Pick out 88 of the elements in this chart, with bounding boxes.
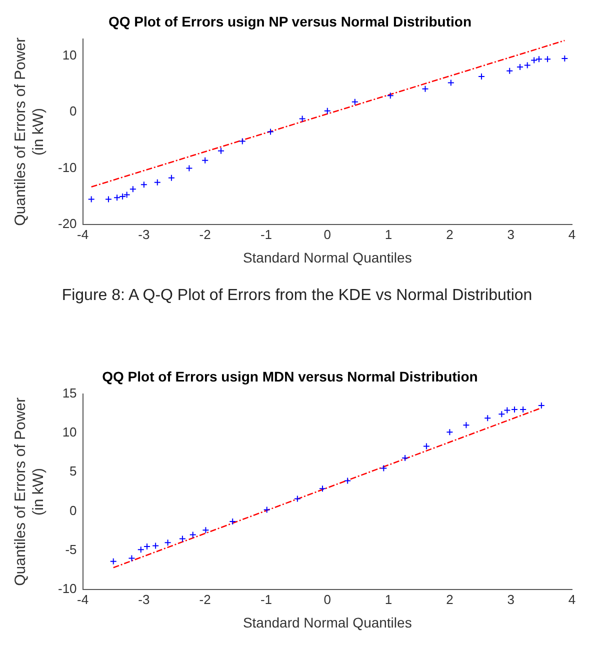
y-axis-title: Quantiles of Errors of Power (in kW) [12,37,48,226]
point [530,56,538,64]
point [144,543,150,550]
point [538,402,545,410]
x-tick-label: 2 [446,592,454,607]
x-axis-title: Standard Normal Quantiles [242,614,412,630]
point [504,406,511,414]
point [319,485,326,492]
x-tick-label: -4 [77,226,89,242]
point [129,186,136,193]
point [152,542,160,550]
x-tick-label: 0 [324,592,332,607]
point [351,98,358,106]
point [137,546,144,554]
point [324,107,331,114]
point [104,196,112,203]
point [447,79,454,86]
point [267,128,274,136]
point [263,506,270,514]
point [561,55,568,62]
point [516,63,524,70]
y-tick-label: -10 [58,581,77,596]
y-axis-title: Quantiles of Errors of Power (in kW) [12,397,48,586]
point [506,67,514,74]
point [229,518,236,525]
point [422,85,429,92]
point [422,442,430,450]
point [189,531,196,538]
x-tick-label: -1 [260,592,272,607]
point [186,164,193,172]
point [544,56,552,63]
x-tick-label: -2 [199,592,211,607]
point [88,196,95,203]
point [511,406,518,413]
x-tick-label: -4 [77,592,89,607]
point [478,73,485,80]
x-tick-label: 2 [446,226,454,242]
chart-title: QQ Plot of Errors usign MDN versus Normal Distribution [102,368,478,384]
x-tick-label: -2 [199,226,211,242]
y-tick-label: -5 [65,542,77,558]
y-tick-label: 0 [70,502,77,518]
x-tick-label: 4 [568,226,576,242]
point [380,464,388,472]
y-tick-label: 10 [62,424,77,440]
point [178,535,186,542]
y-tick-label: 15 [62,385,77,400]
point [535,56,542,63]
point [140,181,148,188]
y-tick-label: 10 [62,47,77,62]
point [164,539,172,546]
point [110,558,117,565]
x-tick-label: -1 [260,226,272,242]
y-tick-label: 0 [70,104,77,119]
x-tick-label: -3 [138,226,150,242]
caption: Figure 8: A Q-Q Plot of Errors from the KDE vs Normal Distribution [60,287,534,305]
point [484,414,492,422]
point [123,191,130,198]
point [202,526,210,534]
x-tick-label: 3 [507,592,514,607]
point [386,92,394,100]
point [498,410,506,418]
x-tick-label: 1 [384,592,392,607]
y-tick-label: -10 [58,160,77,175]
x-axis-title: Standard Normal Quantiles [242,249,412,266]
point [154,178,161,186]
point [238,138,246,145]
point [202,156,209,164]
x-tick-label: 3 [507,226,514,242]
x-tick-label: 4 [568,592,576,607]
point [402,454,409,462]
point [217,147,224,154]
point [119,192,126,200]
x-tick-label: 0 [324,226,332,242]
point [298,115,306,122]
point [446,428,454,436]
x-tick-label: 1 [384,226,392,242]
chart-title: QQ Plot of Errors usign NP versus Normal Distribution [108,13,472,30]
point [128,554,136,562]
point [520,406,527,413]
point [462,422,470,429]
point [294,495,301,502]
point [168,174,175,182]
x-tick-label: -3 [138,592,150,607]
point [524,62,531,69]
point [114,194,121,202]
y-tick-label: 5 [70,464,77,479]
y-tick-label: -20 [58,216,77,232]
point [344,477,352,484]
